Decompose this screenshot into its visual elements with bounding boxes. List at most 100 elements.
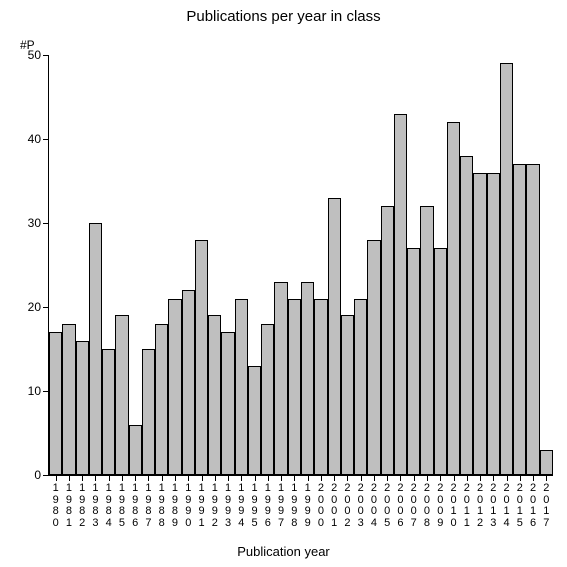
bar xyxy=(76,341,89,475)
bar xyxy=(155,324,168,475)
bar xyxy=(407,248,420,475)
bar xyxy=(367,240,380,475)
x-tick-label: 1 9 8 9 xyxy=(168,483,181,529)
chart-title: Publications per year in class xyxy=(0,8,567,25)
x-tick xyxy=(374,475,375,481)
x-tick xyxy=(188,475,189,481)
x-tick xyxy=(56,475,57,481)
bar xyxy=(513,164,526,475)
bar xyxy=(195,240,208,475)
bar xyxy=(420,206,433,475)
x-tick xyxy=(467,475,468,481)
x-tick-label: 1 9 8 2 xyxy=(76,483,89,529)
x-tick xyxy=(122,475,123,481)
x-tick-label: 1 9 9 8 xyxy=(288,483,301,529)
x-tick xyxy=(69,475,70,481)
x-tick xyxy=(109,475,110,481)
x-tick xyxy=(334,475,335,481)
bar xyxy=(62,324,75,475)
x-tick-label: 1 9 8 8 xyxy=(155,483,168,529)
x-tick-label: 1 9 8 4 xyxy=(102,483,115,529)
x-tick xyxy=(228,475,229,481)
bar xyxy=(89,223,102,475)
bar xyxy=(354,299,367,475)
x-tick xyxy=(135,475,136,481)
x-tick-label: 2 0 0 7 xyxy=(407,483,420,529)
bar xyxy=(129,425,142,475)
x-tick xyxy=(241,475,242,481)
x-tick xyxy=(281,475,282,481)
y-tick xyxy=(43,475,49,476)
bar xyxy=(314,299,327,475)
bar xyxy=(381,206,394,475)
x-tick-label: 2 0 0 8 xyxy=(420,483,433,529)
bar xyxy=(328,198,341,475)
bar xyxy=(274,282,287,475)
x-tick-label: 2 0 0 2 xyxy=(341,483,354,529)
x-tick xyxy=(308,475,309,481)
bar xyxy=(235,299,248,475)
bar xyxy=(301,282,314,475)
bar xyxy=(473,173,486,475)
x-tick-label: 2 0 0 5 xyxy=(381,483,394,529)
x-tick-label: 2 0 1 2 xyxy=(473,483,486,529)
x-tick-label: 1 9 8 1 xyxy=(62,483,75,529)
x-tick-label: 2 0 0 4 xyxy=(367,483,380,529)
x-tick-label: 2 0 0 0 xyxy=(314,483,327,529)
bar xyxy=(168,299,181,475)
x-tick xyxy=(148,475,149,481)
x-tick-label: 2 0 1 6 xyxy=(526,483,539,529)
x-tick-label: 1 9 9 5 xyxy=(248,483,261,529)
x-tick xyxy=(321,475,322,481)
x-tick xyxy=(202,475,203,481)
x-tick-label: 2 0 1 4 xyxy=(500,483,513,529)
x-tick xyxy=(427,475,428,481)
y-tick-label: 20 xyxy=(28,300,41,314)
chart-container: Publications per year in class #P 010203… xyxy=(0,0,567,567)
bar xyxy=(526,164,539,475)
x-tick xyxy=(400,475,401,481)
x-tick xyxy=(414,475,415,481)
x-tick-label: 1 9 8 6 xyxy=(129,483,142,529)
x-tick xyxy=(175,475,176,481)
x-tick xyxy=(546,475,547,481)
x-tick xyxy=(507,475,508,481)
bar xyxy=(540,450,553,475)
x-tick-label: 1 9 8 0 xyxy=(49,483,62,529)
x-tick-label: 2 0 0 1 xyxy=(328,483,341,529)
y-tick-label: 50 xyxy=(28,48,41,62)
bar xyxy=(434,248,447,475)
y-tick-label: 30 xyxy=(28,216,41,230)
x-tick-label: 1 9 9 4 xyxy=(235,483,248,529)
bar xyxy=(142,349,155,475)
x-tick-label: 2 0 1 1 xyxy=(460,483,473,529)
bar xyxy=(487,173,500,475)
x-tick-label: 1 9 9 0 xyxy=(182,483,195,529)
x-axis-label: Publication year xyxy=(0,544,567,559)
bar xyxy=(248,366,261,475)
y-tick-label: 10 xyxy=(28,384,41,398)
bar xyxy=(341,315,354,475)
y-tick xyxy=(43,223,49,224)
x-tick xyxy=(294,475,295,481)
bar xyxy=(115,315,128,475)
x-tick-label: 1 9 9 9 xyxy=(301,483,314,529)
x-tick xyxy=(454,475,455,481)
x-tick xyxy=(440,475,441,481)
y-tick xyxy=(43,55,49,56)
x-tick xyxy=(520,475,521,481)
bar xyxy=(460,156,473,475)
x-tick-label: 2 0 1 7 xyxy=(540,483,553,529)
x-tick xyxy=(268,475,269,481)
x-tick xyxy=(480,475,481,481)
x-tick-label: 2 0 1 0 xyxy=(447,483,460,529)
x-tick xyxy=(82,475,83,481)
plot-area: 010203040501 9 8 01 9 8 11 9 8 21 9 8 31… xyxy=(48,55,553,476)
bar xyxy=(261,324,274,475)
x-tick xyxy=(493,475,494,481)
x-tick xyxy=(533,475,534,481)
x-tick xyxy=(255,475,256,481)
x-tick-label: 2 0 0 6 xyxy=(394,483,407,529)
bar xyxy=(288,299,301,475)
x-tick-label: 2 0 1 3 xyxy=(487,483,500,529)
